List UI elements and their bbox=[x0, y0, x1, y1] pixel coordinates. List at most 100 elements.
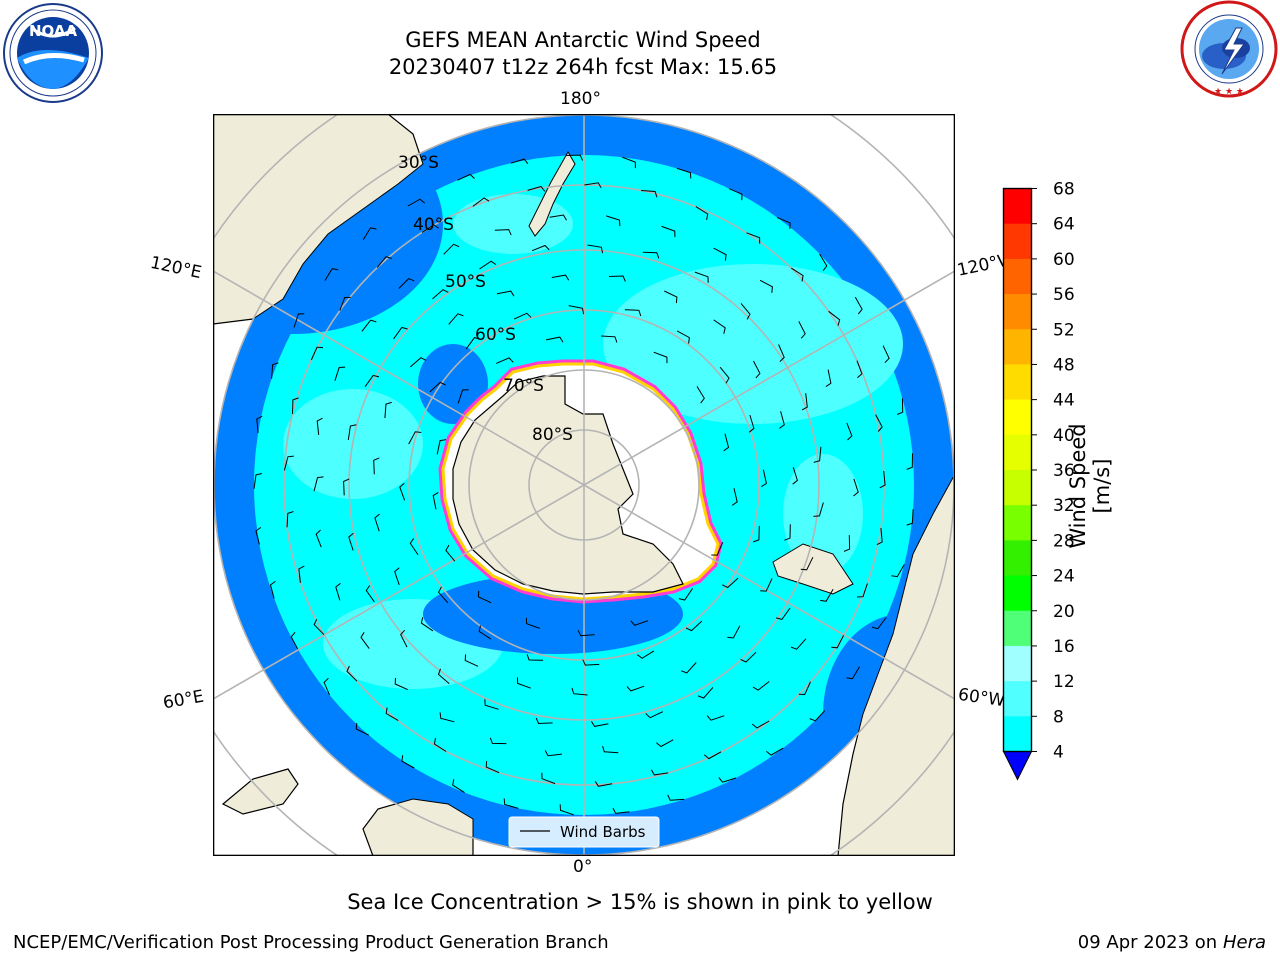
wind-barb bbox=[801, 393, 808, 411]
colorbar-tick-label: 28 bbox=[1053, 531, 1075, 551]
wind-barb bbox=[695, 206, 709, 220]
footer-producer: NCEP/EMC/Verification Post Processing Pr… bbox=[13, 932, 609, 953]
svg-text:★ ★ ★: ★ ★ ★ bbox=[1214, 87, 1244, 97]
wind-barb bbox=[630, 620, 649, 626]
wind-barb bbox=[496, 290, 515, 297]
wind-barb bbox=[642, 251, 660, 259]
wind-barb bbox=[871, 617, 887, 630]
wind-barb bbox=[566, 154, 584, 161]
wind-barb bbox=[846, 666, 860, 680]
wind-barb bbox=[334, 366, 346, 381]
wind-barb bbox=[587, 244, 604, 254]
wind-barb bbox=[790, 638, 807, 650]
wind-barb bbox=[664, 290, 678, 304]
wind-barb bbox=[854, 296, 863, 315]
wind-barb bbox=[527, 185, 546, 192]
wind-barb bbox=[510, 158, 529, 165]
wind-barb bbox=[856, 360, 863, 379]
wind-barb bbox=[393, 326, 408, 340]
wind-barb bbox=[800, 556, 814, 571]
wind-barb bbox=[719, 366, 730, 384]
wind-barb bbox=[343, 478, 350, 496]
wind-barb bbox=[568, 305, 585, 315]
wind-barb bbox=[374, 513, 380, 532]
colorbar-segment bbox=[1003, 505, 1032, 541]
colorbar-tick-label: 64 bbox=[1053, 215, 1075, 235]
wind-barb bbox=[777, 217, 791, 229]
wind-barb bbox=[876, 528, 883, 546]
colorbar-tick-label: 16 bbox=[1053, 637, 1075, 657]
wind-barb bbox=[706, 715, 725, 721]
wind-barb bbox=[875, 414, 883, 432]
wind-barb bbox=[445, 544, 456, 562]
colorbar-segment bbox=[1003, 434, 1032, 471]
lat-label-30s: 30°S bbox=[398, 153, 439, 173]
wind-barb bbox=[656, 739, 674, 748]
wind-barb bbox=[310, 346, 324, 361]
wind-barb bbox=[740, 303, 751, 320]
wind-barb bbox=[457, 389, 469, 404]
wind-barb bbox=[661, 225, 676, 238]
wind-barb bbox=[676, 330, 690, 344]
wind-barb bbox=[879, 471, 886, 489]
wind-barb bbox=[399, 482, 406, 501]
wind-barb bbox=[544, 750, 562, 757]
wind-barb bbox=[485, 761, 500, 774]
colorbar-tick-label: 4 bbox=[1053, 743, 1064, 763]
wind-barb bbox=[479, 260, 497, 270]
wind-barb bbox=[559, 804, 574, 816]
wind-barb bbox=[809, 710, 826, 722]
wind-barb bbox=[653, 351, 668, 364]
wind-barb bbox=[525, 617, 540, 629]
wind-barb bbox=[472, 197, 490, 207]
wind-barb bbox=[601, 335, 618, 343]
wind-barb bbox=[365, 585, 375, 603]
wind-barb bbox=[290, 631, 299, 650]
colorbar: 68 64 60 56 52 48 44 40 36 32 28 24 20 16 12 8 4 bbox=[1002, 182, 1075, 781]
wind-barb bbox=[513, 312, 532, 320]
wind-barb bbox=[761, 469, 767, 488]
colorbar-segment bbox=[1003, 258, 1032, 295]
wind-barb bbox=[545, 336, 564, 343]
lat-label-80s: 80°S bbox=[532, 425, 573, 445]
colorbar-tick-label: 20 bbox=[1053, 602, 1075, 622]
wind-blob bbox=[453, 194, 573, 254]
wind-barb bbox=[496, 357, 514, 364]
colorbar-segment bbox=[1003, 540, 1032, 577]
colorbar-segment bbox=[1003, 399, 1032, 436]
colorbar-label: Wind Speed [m/s] bbox=[1066, 423, 1114, 549]
wind-barb bbox=[746, 232, 761, 244]
wind-barb bbox=[752, 681, 770, 691]
wind-barb bbox=[316, 417, 323, 435]
colorbar-tick-label: 56 bbox=[1053, 285, 1075, 305]
wind-barb bbox=[713, 319, 726, 334]
wind-barb bbox=[335, 582, 341, 601]
wind-barb bbox=[779, 411, 785, 429]
wind-barb bbox=[678, 588, 694, 601]
wind-barb bbox=[775, 607, 791, 620]
wind-barb bbox=[727, 625, 741, 639]
nws-logo: ★ ★ ★ bbox=[1178, 0, 1280, 100]
lat-label-70s: 70°S bbox=[503, 376, 544, 396]
wind-barb bbox=[407, 198, 426, 207]
colorbar-tick-label: 52 bbox=[1053, 320, 1075, 340]
wind-barb bbox=[464, 654, 479, 667]
wind-barb bbox=[624, 309, 642, 317]
wind-barb bbox=[409, 538, 419, 556]
wind-barb bbox=[906, 509, 914, 526]
wind-barb bbox=[489, 737, 507, 745]
wind-barb bbox=[831, 635, 845, 649]
wind-barb bbox=[283, 455, 294, 471]
lon-label-180: 180° bbox=[560, 89, 601, 109]
lat-label-40s: 40°S bbox=[413, 215, 454, 235]
wind-barb bbox=[347, 424, 357, 440]
wind-barb bbox=[577, 630, 595, 637]
wind-barb bbox=[531, 244, 550, 252]
colorbar-tick-label: 40 bbox=[1053, 426, 1075, 446]
colorbar-tick-label: 68 bbox=[1053, 182, 1075, 200]
wind-barb bbox=[813, 446, 822, 463]
wind-barb bbox=[432, 289, 449, 300]
wind-barb bbox=[571, 687, 588, 696]
wind-barb bbox=[594, 781, 613, 787]
wind-barb bbox=[348, 532, 354, 551]
